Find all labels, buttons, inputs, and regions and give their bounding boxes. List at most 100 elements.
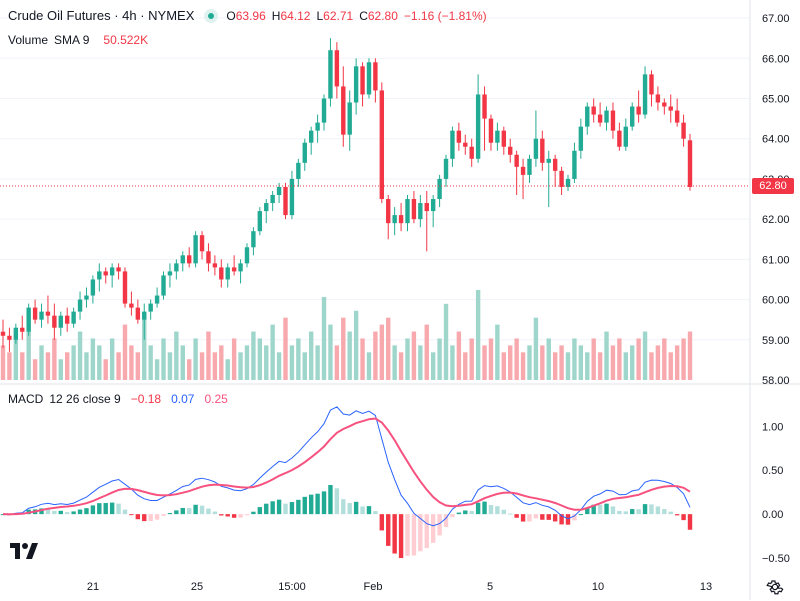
volume-value: 50.522K	[103, 33, 149, 47]
gear-icon[interactable]	[766, 578, 784, 596]
macd-hist-bar	[276, 499, 282, 515]
volume-bar	[7, 352, 12, 380]
macd-hist-bar	[360, 506, 365, 515]
volume-bar	[26, 331, 31, 380]
volume-bar	[129, 345, 134, 380]
candle	[373, 58, 378, 103]
volume-bar	[578, 345, 584, 380]
macd-hist-bar	[405, 514, 410, 556]
volume-bar	[167, 352, 173, 380]
volume-bar	[225, 359, 230, 380]
macd-hist-bar	[443, 514, 449, 527]
macd-legend[interactable]: MACD 12 26 close 9 −0.18 0.07 0.25	[8, 392, 228, 406]
price-axis[interactable]: 67.0066.0065.0064.0063.0062.0061.0060.00…	[762, 13, 790, 387]
macd-label: MACD	[8, 392, 44, 406]
volume-bar	[142, 317, 147, 380]
volume-bar	[514, 338, 519, 380]
candle	[39, 303, 44, 328]
candle	[212, 255, 218, 276]
candle	[45, 295, 51, 324]
volume-bar	[386, 317, 391, 380]
macd-hist-bar	[540, 514, 545, 520]
macd-histogram	[0, 485, 693, 559]
macd-axis-label: 0.50	[762, 465, 783, 477]
macd-hist-bar	[353, 501, 359, 515]
candle	[623, 118, 628, 151]
macd-hist-bar	[366, 506, 372, 515]
macd-hist-bar	[386, 514, 391, 546]
candle	[655, 86, 661, 111]
candle	[443, 154, 449, 187]
volume-bar	[193, 338, 198, 380]
volume-bar	[334, 345, 340, 380]
price-axis-label: 58.00	[762, 375, 790, 387]
price-axis-label: 59.00	[762, 335, 790, 347]
volume-bar	[482, 345, 487, 380]
candle	[20, 315, 25, 340]
macd-hist-bar	[559, 514, 564, 525]
volume-bar	[572, 338, 577, 380]
macd-hist-bar	[308, 494, 314, 515]
macd-axis[interactable]: 1.00 0.50 0.00 −0.50	[762, 421, 790, 565]
candle	[456, 122, 462, 151]
volume-legend[interactable]: Volume SMA 9 50.522K	[8, 33, 148, 47]
volume-bar	[392, 345, 397, 380]
macd-hist-bar	[495, 506, 500, 515]
candle	[84, 287, 89, 308]
time-axis[interactable]: 21 25 15:00 Feb 5 10 13	[87, 581, 712, 593]
low-value: 62.71	[323, 8, 354, 23]
volume-bar	[662, 338, 667, 380]
candle	[251, 227, 256, 256]
candle	[65, 307, 70, 332]
volume-bar	[45, 352, 51, 380]
macd-hist-bar	[591, 504, 596, 515]
macd-hist-bar	[116, 503, 121, 515]
candle	[186, 247, 192, 268]
macd-hist-bar	[212, 511, 218, 515]
tradingview-logo-icon[interactable]	[10, 541, 38, 561]
candle	[508, 138, 513, 163]
candle	[77, 291, 83, 320]
market-status-icon[interactable]	[204, 8, 219, 23]
macd-hist-bar	[225, 514, 230, 517]
volume-bar	[296, 338, 301, 380]
candle	[308, 126, 314, 155]
candle	[488, 114, 494, 151]
candle	[360, 62, 365, 107]
candle	[578, 118, 584, 159]
candle	[424, 190, 429, 252]
macd-hist-bar	[334, 488, 340, 515]
volume-bar	[251, 331, 256, 380]
candle	[392, 207, 397, 236]
macd-hist-bar	[135, 514, 141, 520]
candle	[591, 98, 596, 123]
volume-bar	[103, 359, 108, 380]
candle	[450, 126, 455, 167]
change-value: −1.16 (−1.81%)	[403, 8, 487, 23]
macd-hist-bar	[65, 512, 70, 515]
candle	[58, 311, 63, 336]
macd-hist-bar	[142, 514, 147, 522]
volume-bar	[97, 345, 102, 380]
macd-hist-bar	[167, 513, 173, 515]
volume-bar	[109, 338, 115, 380]
price-axis-label: 62.00	[762, 214, 790, 226]
volume-bar	[321, 296, 327, 380]
symbol-legend: Crude Oil Futures · 4h · NYMEX O 63.96 H…	[8, 8, 487, 23]
volume-bar	[450, 345, 455, 380]
macd-hist-bar	[58, 510, 63, 515]
candle	[283, 182, 288, 220]
volume-bar	[71, 345, 76, 380]
candle	[430, 195, 436, 228]
signal-line	[2, 417, 691, 516]
volume-bar	[90, 338, 96, 380]
macd-hist-bar	[289, 502, 295, 515]
macd-hist-bar	[238, 514, 243, 518]
candle	[244, 243, 250, 268]
symbol-title[interactable]: Crude Oil Futures · 4h · NYMEX	[8, 8, 195, 23]
macd-hist-bar	[379, 514, 385, 531]
candle	[597, 102, 603, 127]
volume-bar	[655, 345, 661, 380]
candle	[270, 190, 275, 212]
